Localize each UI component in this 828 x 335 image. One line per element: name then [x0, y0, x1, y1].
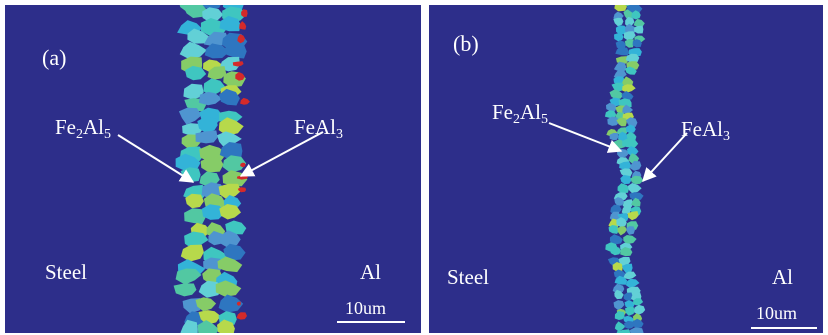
scale-bar — [337, 321, 405, 323]
fe2al5-label: Fe2Al5 — [492, 100, 548, 127]
fe2al5-arrow — [117, 134, 195, 183]
scale-text: 10um — [345, 298, 387, 318]
grain-layer-a — [173, 5, 250, 333]
arrow-layer-b — [548, 122, 688, 183]
panel-b: (b) Fe2Al5 FeAl3 Steel Al 10um — [429, 5, 823, 333]
scale-text: 10um — [756, 303, 798, 323]
al-label: Al — [360, 260, 381, 284]
panel-label: (a) — [42, 45, 67, 70]
feal3-arrow — [239, 131, 324, 177]
fe2al5-arrow — [548, 122, 623, 153]
grain-layer-b — [604, 5, 646, 333]
steel-label: Steel — [447, 265, 489, 289]
panel-a: (a) Fe2Al5 FeAl3 Steel Al 10um — [5, 5, 421, 333]
al-label: Al — [772, 265, 793, 289]
steel-label: Steel — [45, 260, 87, 284]
arrow-layer-a — [117, 131, 324, 183]
fe2al5-label: Fe2Al5 — [55, 115, 111, 142]
scale-bar — [751, 327, 817, 329]
feal3-label: FeAl3 — [681, 117, 730, 144]
feal3-label: FeAl3 — [294, 115, 343, 142]
feal3-arrow — [642, 132, 688, 183]
panel-label: (b) — [453, 31, 479, 56]
